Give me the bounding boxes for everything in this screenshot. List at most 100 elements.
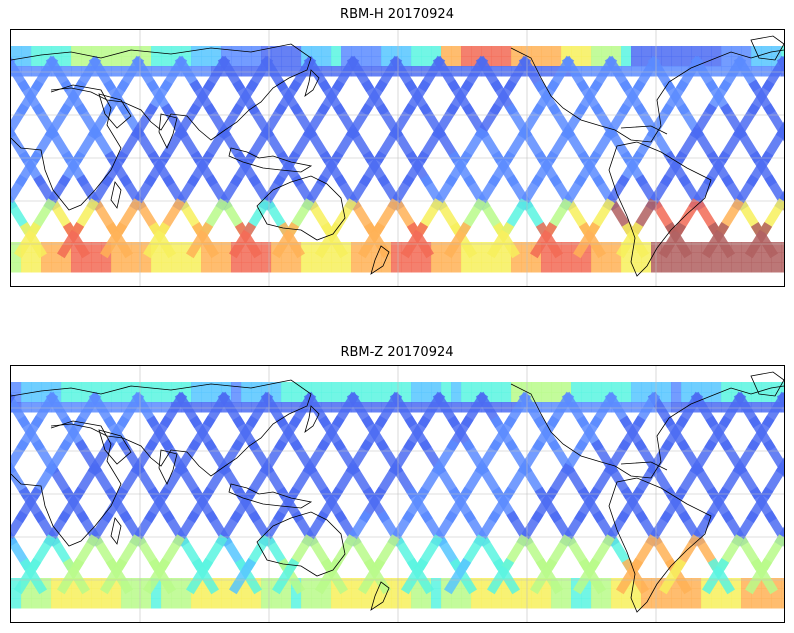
swath-segment xyxy=(158,127,187,164)
swath-cell xyxy=(21,598,32,609)
swath-segment xyxy=(650,198,678,235)
swath-cell xyxy=(671,588,682,599)
swath-cell xyxy=(661,46,672,57)
swath-cell xyxy=(621,392,632,403)
swath-segment xyxy=(430,510,458,547)
swath-segment xyxy=(349,198,377,235)
swath-cell xyxy=(131,578,142,589)
swath-segment xyxy=(691,127,720,164)
swath-cell xyxy=(351,588,362,599)
swath-cell xyxy=(181,382,192,393)
swath-segment xyxy=(418,391,446,428)
swath-cell xyxy=(141,252,152,263)
swath-cell xyxy=(111,382,122,393)
swath-cell xyxy=(541,46,552,57)
swath-cell xyxy=(261,578,272,589)
swath-cell xyxy=(511,56,522,67)
swath-cell xyxy=(11,382,22,393)
swath-segment xyxy=(388,439,416,476)
swath-cell xyxy=(561,382,572,393)
swath-cell xyxy=(691,242,702,253)
swath-cell xyxy=(101,402,112,413)
swath-segment xyxy=(489,79,517,116)
swath-segment xyxy=(200,534,228,571)
swath-cell xyxy=(361,66,372,77)
swath-cell xyxy=(481,46,492,57)
swath-cell xyxy=(451,598,462,609)
swath-segment xyxy=(216,103,244,140)
swath-cell xyxy=(311,578,322,589)
coastline-greenland xyxy=(750,371,784,397)
swath-cell xyxy=(231,46,242,57)
swath-segment xyxy=(160,55,188,92)
swath-cell xyxy=(81,252,92,263)
swath-cell xyxy=(351,242,362,253)
swath-segment xyxy=(732,439,760,476)
swath-cell xyxy=(451,66,462,77)
swath-cell xyxy=(201,588,212,599)
swath-cell xyxy=(191,262,202,273)
swath-cell xyxy=(711,66,722,77)
swath-cell xyxy=(341,392,352,403)
swath-cell xyxy=(701,382,712,393)
swath-segment xyxy=(274,415,302,452)
swath-cell xyxy=(51,262,62,273)
swath-segment xyxy=(360,415,388,452)
swath-cell xyxy=(271,588,282,599)
swath-cell xyxy=(221,252,232,263)
swath-cell xyxy=(411,56,422,67)
swath-cell xyxy=(41,46,52,57)
swath-cell xyxy=(541,382,552,393)
coastline-australia xyxy=(256,511,346,577)
swath-segment xyxy=(731,510,759,547)
swath-segment xyxy=(502,127,531,164)
swath-segment xyxy=(172,510,200,547)
swath-cell xyxy=(391,588,402,599)
swath-segment xyxy=(504,55,532,92)
swath-segment xyxy=(734,127,763,164)
swath-segment xyxy=(102,79,130,116)
swath-segment xyxy=(358,558,386,595)
swath-cell xyxy=(81,382,92,393)
swath-cell xyxy=(601,252,612,263)
swath-cell xyxy=(181,588,192,599)
swath-cell xyxy=(311,242,322,253)
swath-cell xyxy=(41,252,52,263)
swath-segment xyxy=(573,558,601,595)
swath-segment xyxy=(545,127,574,164)
swath-cell xyxy=(111,66,122,77)
swath-segment xyxy=(688,510,716,547)
coastline-south-america xyxy=(608,141,712,277)
swath-cell xyxy=(531,382,542,393)
swath-cell xyxy=(281,262,292,273)
swath-cell xyxy=(51,588,62,599)
swath-segment xyxy=(602,510,630,547)
swath-cell xyxy=(481,252,492,263)
swath-segment xyxy=(519,127,548,164)
swath-cell xyxy=(671,46,682,57)
swath-segment xyxy=(16,415,44,452)
swath-cell xyxy=(491,402,502,413)
swath-cell xyxy=(181,46,192,57)
swath-cell xyxy=(531,598,542,609)
swath-segment xyxy=(372,534,400,571)
swath-cell xyxy=(761,56,772,67)
swath-cell xyxy=(561,252,572,263)
swath-segment xyxy=(674,127,703,164)
swath-cell xyxy=(461,46,472,57)
swath-segment xyxy=(117,391,145,428)
swath-cell xyxy=(21,392,32,403)
swath-segment xyxy=(562,127,591,164)
swath-cell xyxy=(411,392,422,403)
swath-segment xyxy=(258,510,286,547)
swath-cell xyxy=(751,252,762,263)
swath-segment xyxy=(100,558,128,595)
swath-segment xyxy=(617,150,645,187)
swath-cell xyxy=(571,262,582,273)
swath-cell xyxy=(511,598,522,609)
swath-segment xyxy=(57,222,85,259)
swath-segment xyxy=(719,55,747,92)
swath-cell xyxy=(741,392,752,403)
swath-cell xyxy=(751,402,762,413)
swath-segment xyxy=(459,463,488,500)
